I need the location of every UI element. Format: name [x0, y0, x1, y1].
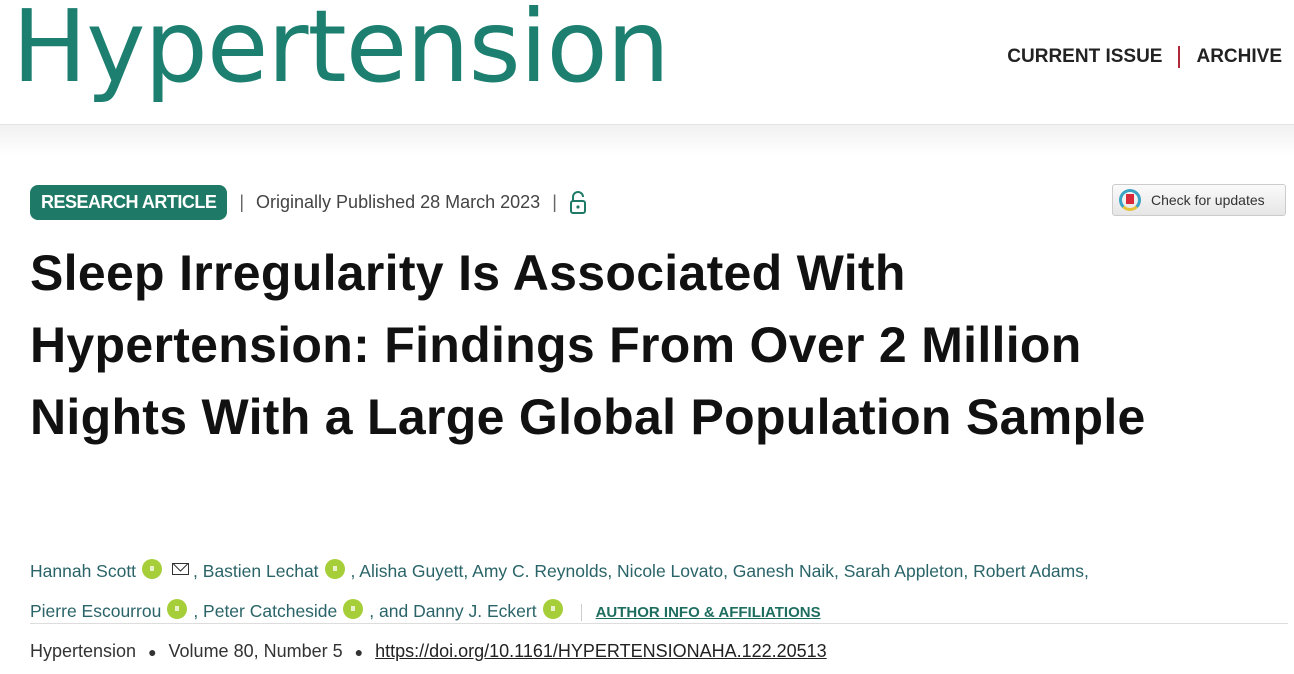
nav-archive[interactable]: ARCHIVE — [1196, 46, 1282, 67]
article-type-badge: RESEARCH ARTICLE — [30, 185, 228, 220]
orcid-icon[interactable] — [343, 599, 364, 619]
author-link[interactable]: Hannah Scott — [30, 561, 137, 581]
bullet: ● — [354, 643, 364, 660]
orcid-icon[interactable] — [142, 559, 163, 579]
site-header: Hypertension CURRENT ISSUE ARCHIVE — [0, 0, 1294, 125]
publication-date: Originally Published 28 March 2023 — [256, 192, 541, 212]
nav-separator — [1178, 46, 1181, 68]
article-header: RESEARCH ARTICLE | Originally Published … — [0, 125, 1294, 674]
divider — [30, 623, 1288, 624]
article-meta: RESEARCH ARTICLE | Originally Published … — [30, 185, 587, 220]
email-icon[interactable] — [172, 563, 190, 575]
author-info-affiliations-link[interactable]: AUTHOR INFO & AFFILIATIONS — [580, 604, 821, 621]
doi-link[interactable]: https://doi.org/10.1161/HYPERTENSIONAHA.… — [375, 641, 827, 661]
author-link[interactable]: , and Danny J. Eckert — [369, 601, 537, 621]
author-link[interactable]: , Alisha Guyett, Amy C. Reynolds, Nicole… — [350, 561, 1089, 581]
orcid-icon[interactable] — [324, 559, 345, 579]
author-link[interactable]: , Bastien Lechat — [193, 561, 319, 581]
top-nav: CURRENT ISSUE ARCHIVE — [1007, 46, 1282, 68]
bullet: ● — [148, 643, 157, 660]
author-link[interactable]: , Peter Catcheside — [193, 601, 338, 621]
article-title: Sleep Irregularity Is Associated With Hy… — [30, 245, 1146, 445]
check-for-updates-label: Check for updates — [1151, 192, 1265, 208]
open-lock-icon — [569, 190, 586, 214]
citation-line: Hypertension ● Volume 80, Number 5 ● htt… — [30, 641, 827, 662]
orcid-icon[interactable] — [542, 599, 563, 619]
check-for-updates-button[interactable]: Check for updates — [1112, 184, 1286, 216]
journal-name: Hypertension — [30, 641, 137, 661]
author-link[interactable]: Pierre Escourrou — [30, 601, 162, 621]
separator: | — [552, 192, 557, 212]
author-list: Hannah Scott , Bastien Lechat , Alisha Guy… — [30, 551, 1280, 633]
volume-issue: Volume 80, Number 5 — [168, 641, 343, 661]
separator: | — [239, 192, 245, 212]
orcid-icon[interactable] — [167, 599, 188, 619]
journal-logo[interactable]: Hypertension — [12, 0, 670, 105]
nav-current-issue[interactable]: CURRENT ISSUE — [1007, 46, 1163, 67]
crossmark-icon — [1119, 189, 1141, 211]
